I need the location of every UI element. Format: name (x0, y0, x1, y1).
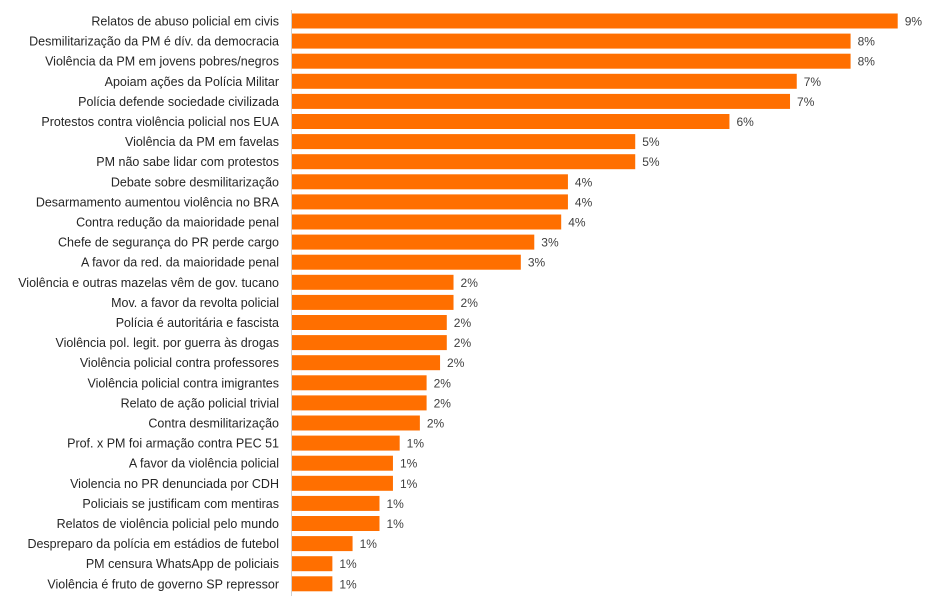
bar (292, 114, 730, 129)
category-label: Violência e outras mazelas vêm de gov. t… (18, 276, 279, 290)
bar (292, 134, 636, 150)
bar-value-label: 4% (568, 216, 586, 230)
category-label: PM não sabe lidar com protestos (96, 155, 279, 169)
category-label: Chefe de segurança do PR perde cargo (58, 236, 279, 250)
bar-value-label: 2% (434, 376, 452, 390)
bar (292, 53, 851, 69)
category-label: Mov. a favor da revolta policial (111, 296, 279, 310)
category-labels: Relatos de abuso policial em civis Desmil… (18, 15, 279, 592)
bar (292, 355, 441, 371)
bar (292, 455, 393, 471)
bar (292, 274, 454, 290)
bar-value-label: 2% (461, 276, 479, 290)
bar-value-label: 1% (407, 437, 425, 451)
bar-value-label: 8% (858, 55, 876, 69)
category-label: Despreparo da polícia em estádios de fut… (27, 537, 279, 551)
bar-value-label: 5% (642, 135, 660, 149)
bar-value-label: 1% (360, 537, 378, 551)
category-label: Polícia defende sociedade civilizada (78, 95, 279, 109)
bar-value-label: 3% (528, 256, 546, 270)
category-label: A favor da red. da maioridade penal (81, 256, 279, 270)
category-label: Relatos de abuso policial em civis (91, 15, 279, 29)
category-label: Violência policial contra imigrantes (87, 376, 279, 390)
category-label: PM censura WhatsApp de policiais (86, 557, 279, 571)
bar-value-label: 1% (386, 517, 404, 531)
category-label: Protestos contra violência policial nos … (41, 115, 279, 129)
bar (292, 536, 353, 552)
bar (292, 73, 797, 89)
bar-value-label: 6% (736, 115, 754, 129)
bar-value-label: 9% (905, 15, 923, 29)
bar-value-label: 4% (575, 175, 593, 189)
category-label: Prof. x PM foi armação contra PEC 51 (67, 437, 279, 451)
category-label: Violencia no PR denunciada por CDH (70, 477, 279, 491)
bar (292, 194, 568, 210)
bar-value-label: 1% (400, 477, 418, 491)
bar (292, 254, 521, 270)
bar-value-label: 7% (797, 95, 815, 109)
bar-value-label: 1% (386, 497, 404, 511)
category-label: Desmilitarização da PM é dív. da democra… (29, 35, 279, 49)
bar (292, 315, 447, 330)
bars (292, 13, 898, 592)
bar (292, 576, 333, 592)
category-label: Relatos de violência policial pelo mundo (57, 517, 279, 531)
value-labels: 9% 8% 8% 7% 7% 6% 5% 5% 4% 4% 4% 3% 3% 2% 2% 2% 2% 2% 2% 2%… (339, 15, 922, 592)
category-label: Desarmamento aumentou violência no BRA (36, 195, 280, 209)
bar-value-label: 1% (400, 457, 418, 471)
bar-value-label: 3% (541, 236, 559, 250)
category-label: Relato de ação policial trivial (121, 396, 279, 410)
bar-value-label: 2% (461, 296, 479, 310)
category-label: Violência da PM em jovens pobres/negros (45, 55, 279, 69)
bar (292, 93, 791, 109)
bar-value-label: 2% (454, 316, 472, 330)
bar-value-label: 2% (427, 417, 445, 431)
bar (292, 375, 427, 391)
bar (292, 415, 420, 431)
bar-value-label: 1% (339, 557, 357, 571)
category-label: A favor da violência policial (129, 457, 279, 471)
bar-value-label: 8% (858, 35, 876, 49)
bar (292, 174, 568, 190)
category-label: Violência pol. legit. por guerra às drog… (55, 336, 279, 350)
bar (292, 154, 636, 170)
bar-value-label: 7% (804, 75, 822, 89)
bar-value-label: 2% (447, 356, 465, 370)
bar-value-label: 2% (434, 396, 452, 410)
bar (292, 33, 851, 49)
bar-value-label: 2% (454, 336, 472, 350)
category-label: Contra redução da maioridade penal (76, 216, 279, 230)
category-label: Debate sobre desmilitarização (111, 175, 279, 189)
bar-value-label: 5% (642, 155, 660, 169)
bar (292, 294, 454, 310)
bar (292, 435, 400, 451)
category-label: Violência policial contra professores (80, 356, 279, 370)
bar (292, 516, 380, 531)
category-label: Apoiam ações da Polícia Militar (105, 75, 279, 89)
category-label: Contra desmilitarização (148, 417, 279, 431)
category-label: Violência é fruto de governo SP represso… (47, 577, 279, 591)
bar-value-label: 4% (575, 195, 593, 209)
bar (292, 556, 333, 572)
bar (292, 13, 898, 29)
bar (292, 214, 562, 230)
bar (292, 495, 380, 511)
category-label: Violência da PM em favelas (125, 135, 279, 149)
category-label: Policiais se justificam com mentiras (82, 497, 279, 511)
bar (292, 395, 427, 411)
bar (292, 234, 535, 250)
bar-value-label: 1% (339, 577, 357, 591)
bar (292, 475, 393, 491)
bar (292, 335, 447, 351)
category-label: Polícia é autoritária e fascista (116, 316, 279, 330)
